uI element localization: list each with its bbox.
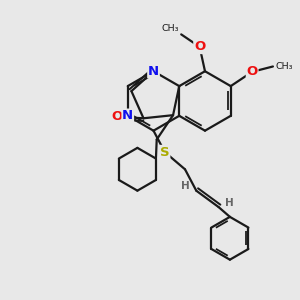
Text: N: N — [148, 65, 159, 78]
Text: H: H — [225, 198, 234, 208]
Text: S: S — [160, 146, 169, 159]
Text: H: H — [181, 181, 190, 191]
Text: CH₃: CH₃ — [161, 24, 179, 33]
Text: O: O — [247, 65, 258, 78]
Text: N: N — [122, 109, 133, 122]
Text: O: O — [111, 110, 122, 123]
Text: O: O — [194, 40, 205, 53]
Text: CH₃: CH₃ — [275, 62, 293, 71]
